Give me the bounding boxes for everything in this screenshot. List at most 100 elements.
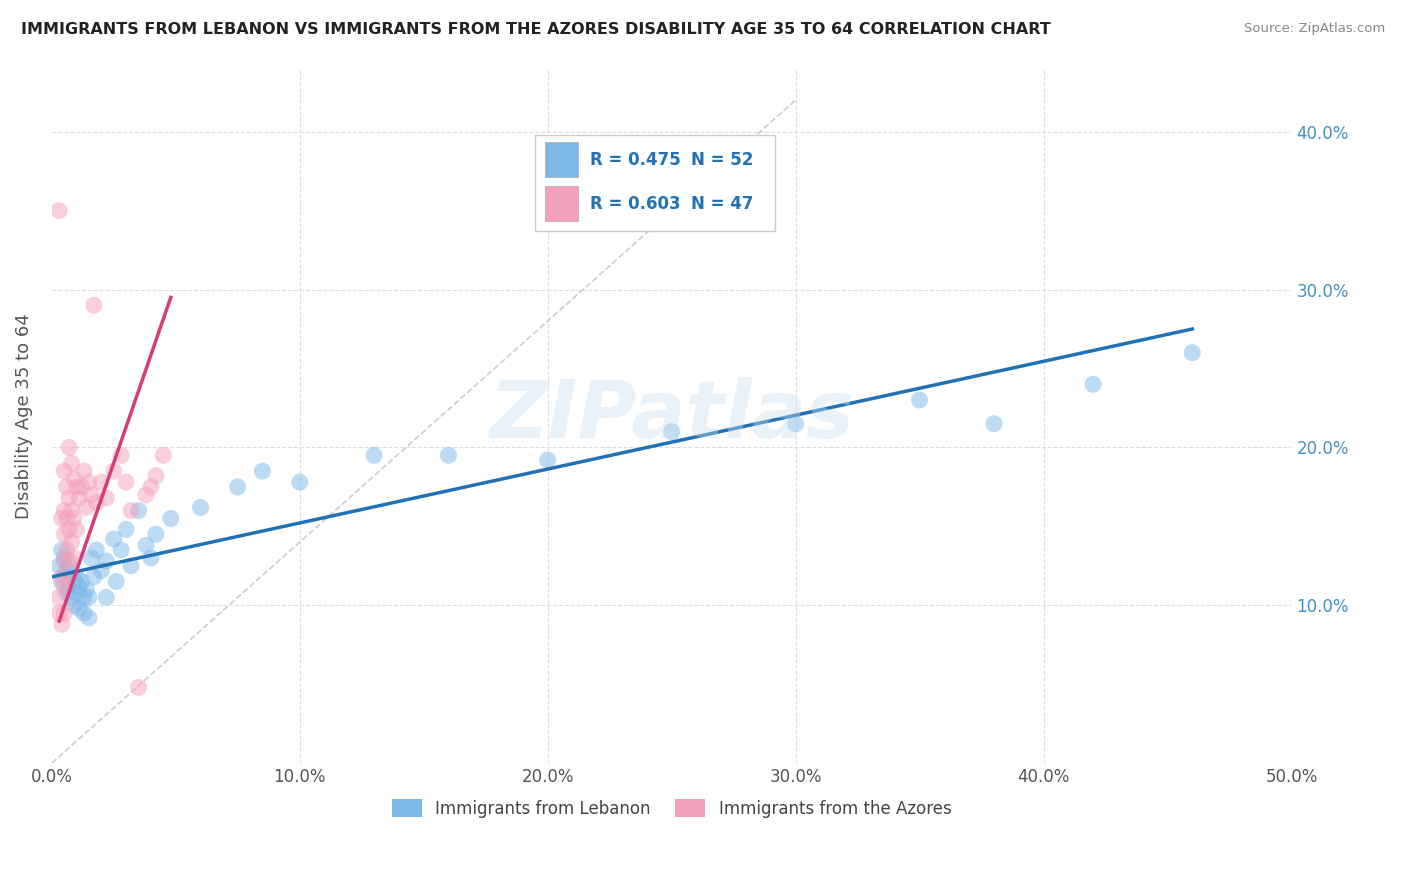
Point: [190, 500, 212, 515]
Point: [60, 456, 83, 470]
Text: N = 52: N = 52: [692, 151, 754, 169]
Point: [65, 585, 87, 599]
Point: [437, 448, 460, 462]
Point: [51, 617, 73, 632]
Text: R = 0.475: R = 0.475: [591, 151, 682, 169]
Point: [60, 535, 83, 549]
Point: [63, 550, 86, 565]
Point: [65, 523, 87, 537]
FancyBboxPatch shape: [546, 186, 578, 221]
Text: ZIPatlas: ZIPatlas: [489, 376, 853, 455]
FancyBboxPatch shape: [536, 135, 775, 231]
Point: [73, 606, 96, 620]
Legend: Immigrants from Lebanon, Immigrants from the Azores: Immigrants from Lebanon, Immigrants from…: [385, 793, 959, 824]
Point: [152, 448, 174, 462]
Point: [55, 574, 77, 589]
Point: [139, 550, 162, 565]
Point: [51, 570, 73, 584]
Text: Source: ZipAtlas.com: Source: ZipAtlas.com: [1244, 22, 1385, 36]
Point: [128, 503, 150, 517]
Point: [135, 538, 157, 552]
Point: [75, 582, 97, 597]
Point: [48, 203, 70, 218]
Point: [86, 543, 108, 558]
Point: [65, 570, 87, 584]
Point: [55, 543, 77, 558]
Point: [67, 579, 90, 593]
Point: [63, 511, 86, 525]
Point: [252, 464, 274, 478]
Point: [73, 591, 96, 605]
Point: [58, 554, 80, 568]
Text: R = 0.603: R = 0.603: [591, 194, 681, 213]
Point: [70, 574, 93, 589]
Point: [51, 574, 73, 589]
Point: [105, 574, 128, 589]
Point: [110, 543, 132, 558]
Point: [983, 417, 1005, 431]
Point: [139, 480, 162, 494]
Point: [536, 453, 558, 467]
Point: [226, 480, 249, 494]
Point: [58, 523, 80, 537]
Point: [145, 468, 167, 483]
Point: [67, 601, 90, 615]
Point: [80, 488, 103, 502]
Point: [103, 532, 125, 546]
Text: IMMIGRANTS FROM LEBANON VS IMMIGRANTS FROM THE AZORES DISABILITY AGE 35 TO 64 CO: IMMIGRANTS FROM LEBANON VS IMMIGRANTS FR…: [21, 22, 1050, 37]
Point: [58, 441, 80, 455]
Point: [96, 554, 118, 568]
Point: [48, 558, 70, 573]
Point: [60, 566, 83, 581]
Point: [115, 475, 138, 490]
Point: [103, 464, 125, 478]
Point: [67, 491, 90, 505]
Point: [135, 488, 157, 502]
Point: [55, 480, 77, 494]
Point: [53, 527, 76, 541]
Point: [661, 425, 683, 439]
Point: [120, 558, 142, 573]
Point: [1081, 377, 1104, 392]
Point: [51, 511, 73, 525]
Point: [77, 611, 100, 625]
Point: [80, 550, 103, 565]
Point: [58, 582, 80, 597]
Point: [63, 574, 86, 589]
FancyBboxPatch shape: [546, 142, 578, 177]
Point: [90, 475, 112, 490]
Text: N = 47: N = 47: [692, 194, 754, 213]
Y-axis label: Disability Age 35 to 64: Disability Age 35 to 64: [15, 313, 32, 519]
Point: [58, 491, 80, 505]
Point: [145, 527, 167, 541]
Point: [73, 464, 96, 478]
Point: [288, 475, 311, 490]
Point: [53, 606, 76, 620]
Point: [83, 298, 105, 312]
Point: [63, 472, 86, 486]
Point: [96, 491, 118, 505]
Point: [110, 448, 132, 462]
Point: [75, 500, 97, 515]
Point: [115, 523, 138, 537]
Point: [48, 591, 70, 605]
Point: [785, 417, 807, 431]
Point: [96, 591, 118, 605]
Point: [159, 511, 181, 525]
Point: [55, 511, 77, 525]
Point: [128, 681, 150, 695]
Point: [53, 503, 76, 517]
Point: [70, 480, 93, 494]
Point: [120, 503, 142, 517]
Point: [55, 564, 77, 578]
Point: [90, 564, 112, 578]
Point: [77, 591, 100, 605]
Point: [51, 543, 73, 558]
Point: [53, 554, 76, 568]
Point: [908, 392, 931, 407]
Point: [53, 579, 76, 593]
Point: [55, 585, 77, 599]
Point: [53, 550, 76, 565]
Point: [77, 475, 100, 490]
Point: [1181, 345, 1204, 359]
